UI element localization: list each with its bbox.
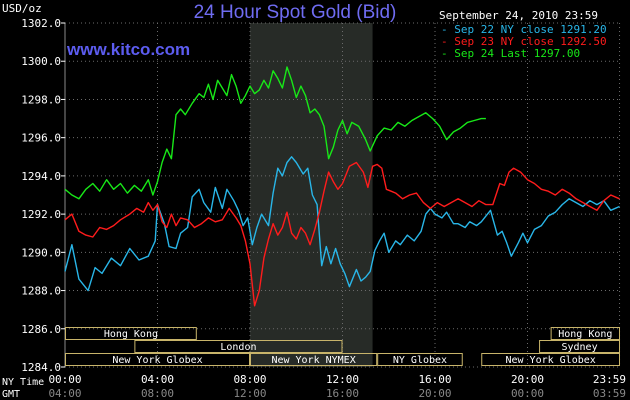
x-tick-label-gmt: 08:00: [141, 387, 174, 400]
price-series: [64, 66, 620, 307]
watermark: www.kitco.com: [66, 40, 190, 59]
x-tick-label-gmt: 12:00: [233, 387, 266, 400]
y-tick-label: 1300.0: [21, 55, 61, 68]
market-session-label: New York Globex: [505, 355, 595, 366]
market-session-label: New York Globex: [112, 355, 202, 366]
y-tick-label: 1292.0: [21, 208, 61, 221]
x-tick-label-gmt: 16:00: [326, 387, 359, 400]
x-tick-label-ny: 04:00: [141, 373, 174, 386]
legend-entry: - Sep 23 NY close 1292.50: [441, 35, 607, 48]
market-session-box: [550, 327, 620, 340]
y-tick-label: 1290.0: [21, 246, 61, 259]
gmt-label: GMT: [2, 389, 20, 400]
market-session-box: [65, 353, 250, 366]
x-tick-label-gmt: 00:00: [511, 387, 544, 400]
series-line: [64, 156, 620, 292]
market-session-label: Hong Kong: [558, 329, 612, 340]
market-session-box: [250, 353, 378, 366]
y-axis-ticks: 1302.0 1300.0 1298.0 1296.0 1294.0 1292.0 1290…: [21, 17, 65, 374]
market-session-box: [65, 327, 197, 340]
x-tick-label-gmt: 20:00: [418, 387, 451, 400]
series-line: [64, 66, 486, 200]
series-line: [64, 161, 620, 307]
x-tick-label-ny: 23:59: [593, 373, 626, 386]
market-session-label: NY Globex: [393, 355, 447, 366]
y-tick-label: 1302.0: [21, 17, 61, 30]
legend-entry: - Sep 22 NY close 1291.20: [441, 23, 607, 36]
x-tick-label-ny: 12:00: [326, 373, 359, 386]
x-axis-ticks: 00:0004:0004:0008:0008:0012:0012:0016:00…: [48, 373, 626, 400]
y-tick-label: 1288.0: [21, 285, 61, 298]
y-tick-label: 1298.0: [21, 93, 61, 106]
legend: - Sep 22 NY close 1291.20- Sep 23 NY clo…: [441, 23, 607, 60]
market-session-box: [134, 340, 343, 353]
x-tick-label-gmt: 03:59: [593, 387, 626, 400]
x-tick-label-ny: 00:00: [48, 373, 81, 386]
legend-entry: - Sep 24 Last 1297.00: [441, 47, 580, 60]
y-tick-label: 1294.0: [21, 170, 61, 183]
grid: [64, 22, 621, 368]
market-session-label: London: [220, 342, 256, 353]
y-tick-label: 1284.0: [21, 361, 61, 374]
y-tick-label: 1296.0: [21, 132, 61, 145]
highlight-band: [250, 23, 373, 367]
market-session-box: [481, 353, 620, 366]
ny-time-label: NY Time: [2, 377, 44, 388]
x-tick-label-ny: 20:00: [511, 373, 544, 386]
market-session-label: Sydney: [561, 342, 597, 353]
x-tick-label-gmt: 04:00: [48, 387, 81, 400]
market-session-box: [539, 340, 620, 353]
chart-title: 24 Hour Spot Gold (Bid): [194, 2, 397, 23]
y-tick-label: 1286.0: [21, 323, 61, 336]
x-tick-label-ny: 16:00: [418, 373, 451, 386]
market-session-label: Hong Kong: [104, 329, 158, 340]
y-axis-label: USD/oz: [2, 2, 42, 15]
x-tick-label-ny: 08:00: [233, 373, 266, 386]
nymex-session-highlight: [250, 23, 373, 367]
market-session-label: New York NYMEX: [271, 355, 355, 366]
market-session-box: [377, 353, 463, 366]
chart-date: September 24, 2010 23:59: [439, 9, 598, 22]
market-sessions: Hong Kong Hong Kong London Sydney New York G…: [65, 327, 620, 366]
